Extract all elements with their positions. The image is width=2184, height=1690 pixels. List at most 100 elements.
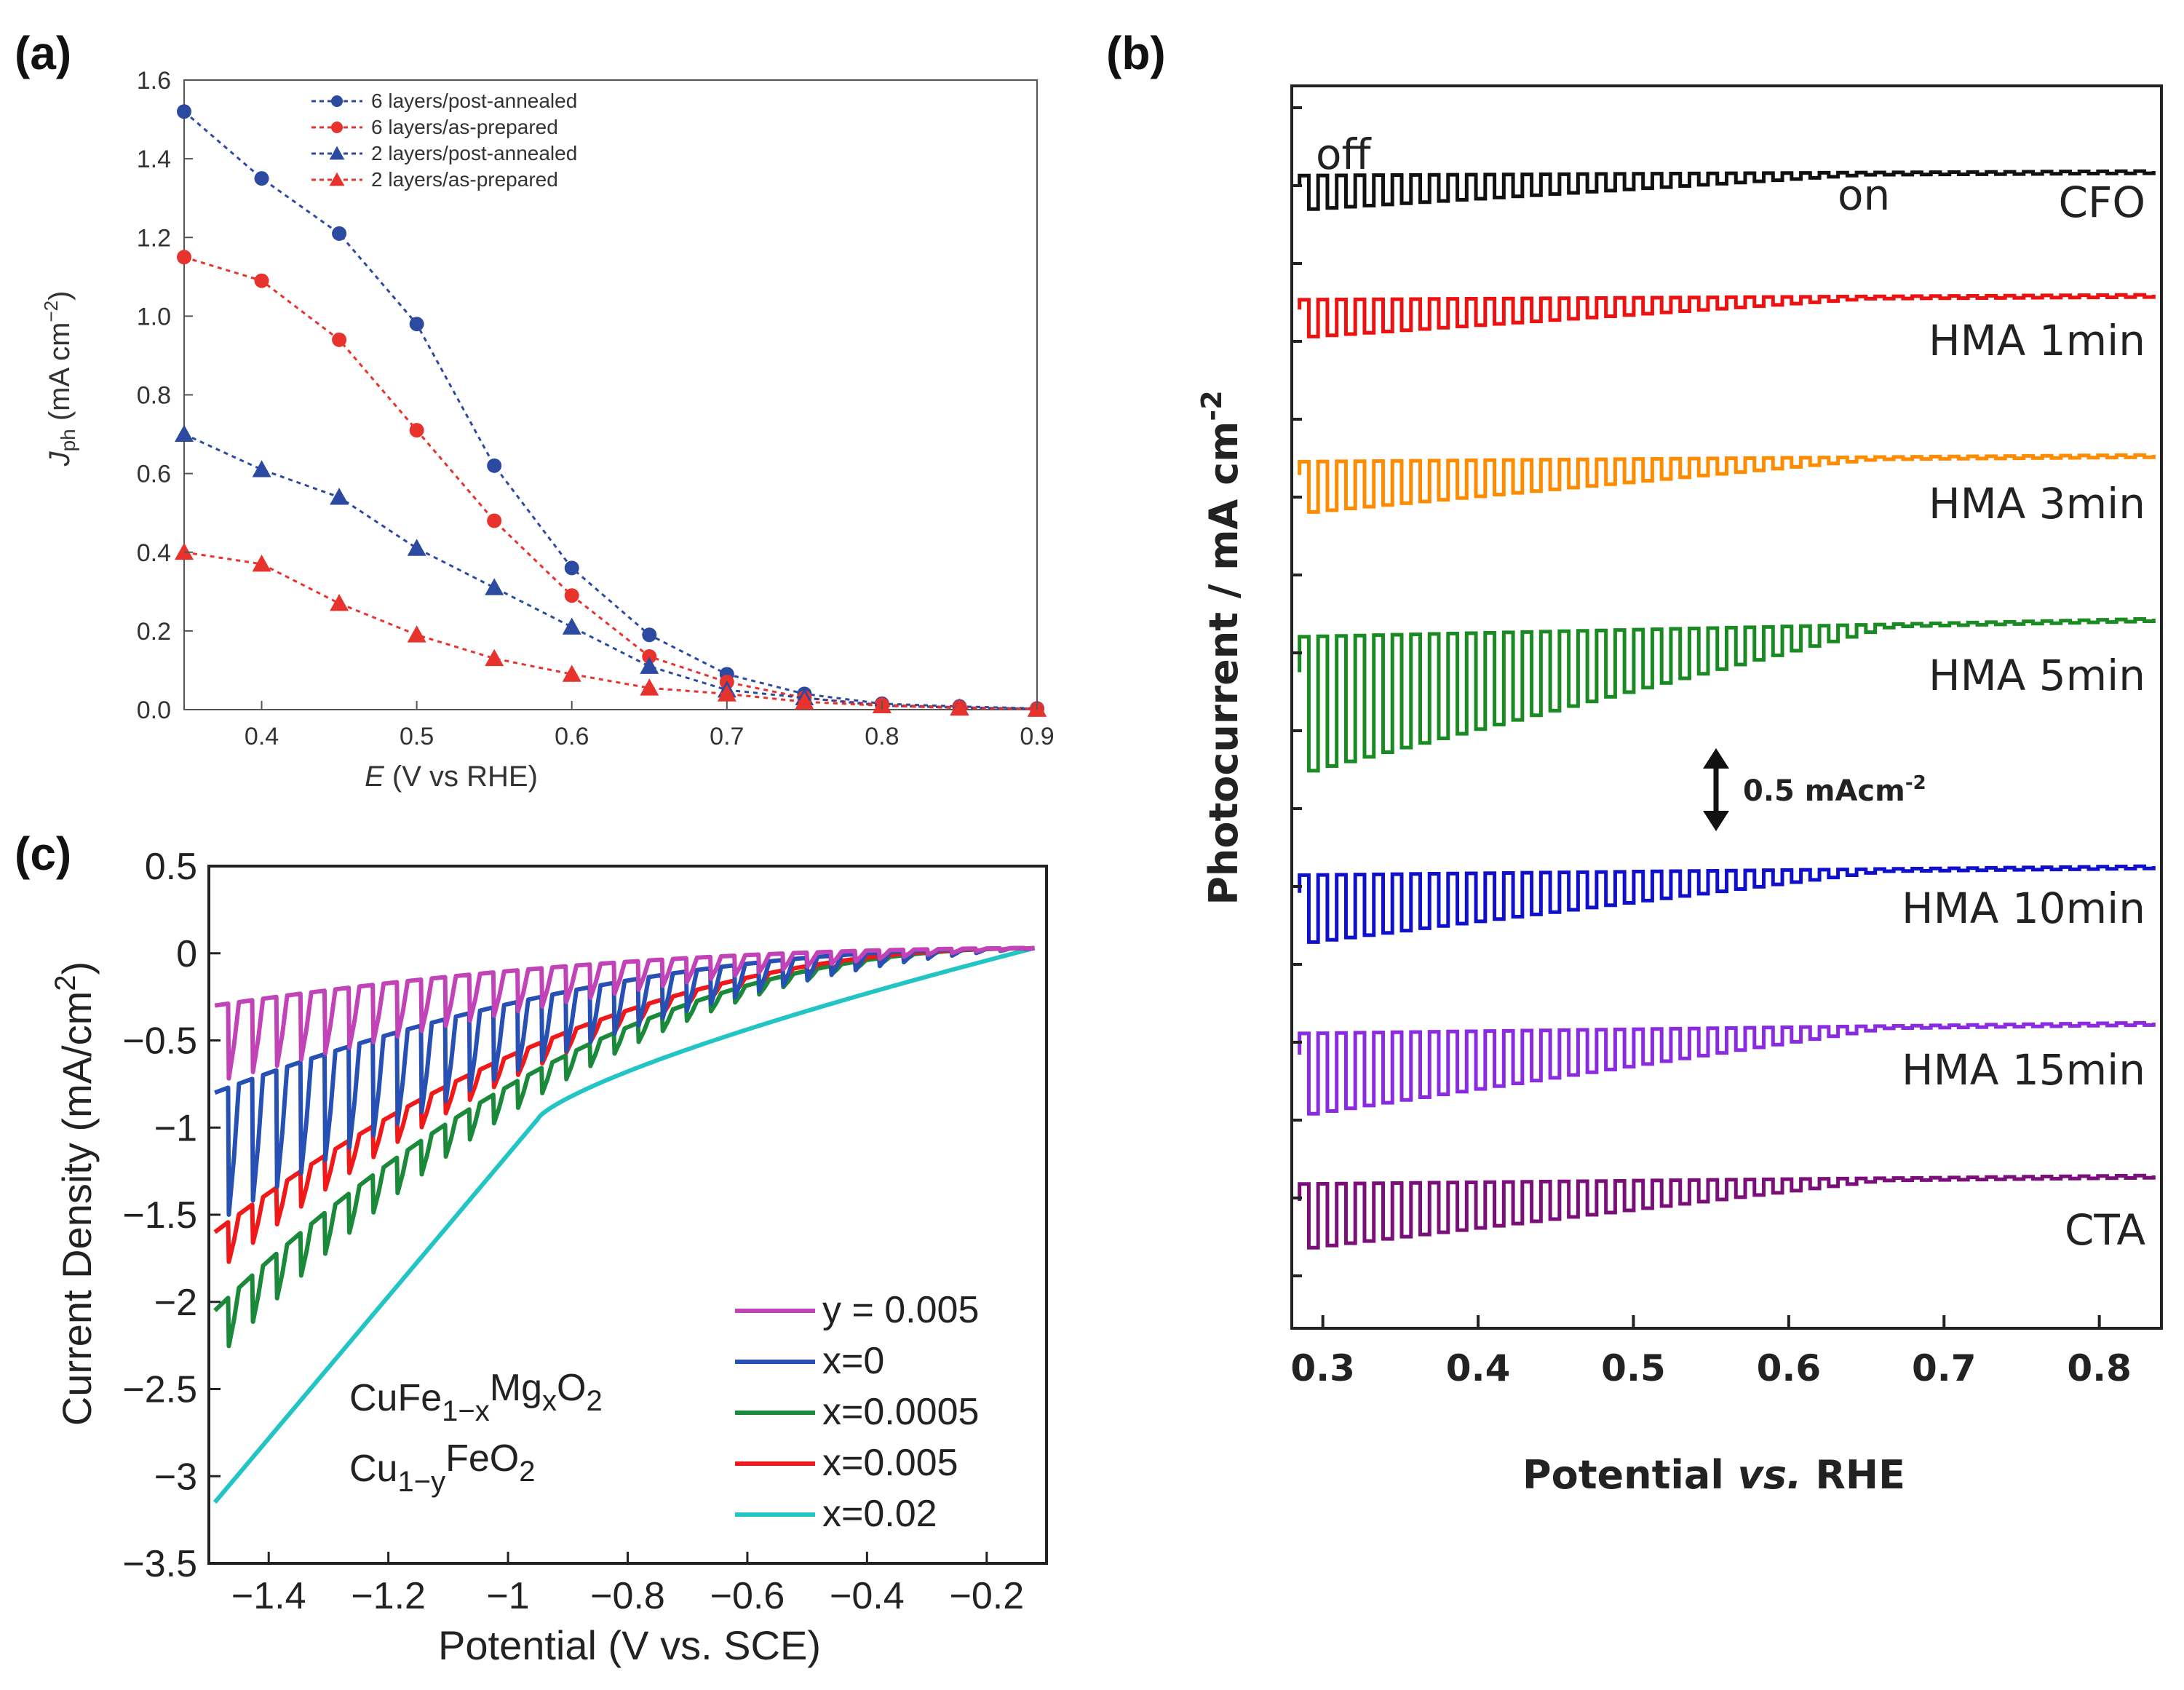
panel-a-plot-frame <box>183 79 1038 710</box>
panel-a-data-point <box>487 458 502 473</box>
panel-a-data-point <box>564 560 579 576</box>
panel-c-legend-label: x=0.005 <box>822 1442 958 1484</box>
scale-bar-arrowhead-up-icon <box>1703 748 1729 769</box>
panel-b-chopped-trace <box>1298 453 2156 514</box>
panel-c-legend: y = 0.005 x=0 x=0.0005 x=0.005 x=0.02 <box>735 1289 979 1535</box>
panel-c-y-tick-label: −1 <box>154 1107 197 1149</box>
panel-a-data-point <box>175 424 194 442</box>
panel-b-series-0: CFO <box>1298 169 2156 227</box>
panel-a-data-point <box>487 513 502 528</box>
panel-a-data-point <box>409 317 424 332</box>
panel-a-data-point <box>640 656 659 674</box>
panel-c-y-tick-label: −2.5 <box>122 1369 197 1411</box>
panel-b-chopped-trace <box>1298 169 2156 211</box>
panel-c-legend-label: x=0.0005 <box>822 1391 979 1433</box>
panel-a-data-point <box>407 625 426 643</box>
panel-a-data-point <box>485 648 504 667</box>
scale-bar-arrowhead-down-icon <box>1703 811 1729 831</box>
panel-a-series-3 <box>175 542 1047 717</box>
panel-b-series-label: HMA 3min <box>1929 479 2145 528</box>
panel-c: −1.4 −1.2 −1 −0.8 −0.6 −0.4 −0.2 0.5 0 −0.5 −1 −1.… <box>49 846 1048 1668</box>
panel-a-data-point <box>409 423 424 438</box>
panel-c-x-tick-label: −0.8 <box>590 1575 665 1617</box>
panel-a-x-tick-label: 0.4 <box>245 723 279 750</box>
panel-a-data-point <box>254 171 269 186</box>
panel-c-trace <box>214 945 1035 1081</box>
panel-b-series-label: HMA 10min <box>1902 884 2145 933</box>
panel-a-series-line <box>183 255 1038 710</box>
panel-c-y-tick-label: −0.5 <box>122 1020 197 1063</box>
panel-a-data-point <box>332 332 347 347</box>
panel-a-series-line <box>183 551 1038 710</box>
panel-a-legend-label: 6 layers/as-prepared <box>371 116 558 138</box>
panel-c-series-4 <box>213 945 1036 1504</box>
panel-a-legend-marker <box>329 172 345 186</box>
panel-a-data-point <box>175 542 194 560</box>
panel-a-y-tick-label: 1.0 <box>137 303 171 330</box>
panel-b-chopped-trace <box>1298 293 2156 338</box>
panel-a-legend-marker <box>331 95 343 107</box>
panel-a-series-1 <box>177 250 1044 716</box>
panel-a-x-tick-label: 0.8 <box>865 723 899 750</box>
panel-b-label: (b) <box>1106 27 1166 79</box>
panel-b-series-4: HMA 10min <box>1298 864 2156 944</box>
panel-a-y-tick-label: 0.4 <box>137 539 171 567</box>
panel-c-label: (c) <box>15 828 71 880</box>
panel-a-y-axis-label: Jph (mA cm−2) <box>40 291 79 467</box>
panel-a-y-tick-label: 0.2 <box>137 618 171 646</box>
panel-a-data-point <box>717 684 736 702</box>
panel-a-data-point <box>485 578 504 595</box>
panel-a-series-0 <box>177 104 1044 716</box>
panel-a-data-point <box>330 488 349 505</box>
panel-a-data-point <box>564 588 579 603</box>
panel-a-data-point <box>950 698 969 716</box>
panel-a-legend-label: 6 layers/post-annealed <box>371 90 577 112</box>
panel-c-x-tick-label: −0.4 <box>830 1575 905 1617</box>
panel-a-data-point <box>252 554 271 572</box>
panel-c-x-tick-label: −0.6 <box>710 1575 785 1617</box>
panel-c-x-tick-label: −0.2 <box>949 1575 1024 1617</box>
panel-c-series-3 <box>213 945 1035 1264</box>
panel-b-x-tick-label: 0.6 <box>1757 1347 1822 1389</box>
panel-a-x-axis-label: E (V vs RHE) <box>365 761 538 793</box>
panel-c-legend-label: y = 0.005 <box>822 1289 979 1331</box>
panel-b-series-label: CFO <box>2058 178 2145 227</box>
panel-a-label: (a) <box>15 27 71 79</box>
panel-c-y-tick-label: −2 <box>154 1282 197 1324</box>
panel-a-x-tick-label: 0.7 <box>710 723 744 750</box>
panel-a-x-tick-label: 0.6 <box>555 723 589 750</box>
panel-a: 0.4 0.5 0.6 0.7 0.8 0.9 0.0 0.2 0.4 0.6 0.8 1.0 1.2… <box>40 67 1055 793</box>
panel-a-data-point <box>407 539 426 556</box>
panel-a-legend: 6 layers/post-annealed 6 layers/as-prepar… <box>311 90 577 191</box>
panel-b: CFO HMA 1min HMA 3min HMA 5min HMA 10min HMA … <box>1196 84 2163 1498</box>
panel-a-data-point <box>640 678 659 696</box>
panel-a-data-point <box>332 226 347 241</box>
panel-a-data-point <box>254 273 269 288</box>
panel-a-series-2 <box>175 424 1047 717</box>
panel-a-series-line <box>183 433 1038 710</box>
panel-b-series-label: HMA 5min <box>1929 651 2145 700</box>
panel-c-x-axis-label: Potential (V vs. SCE) <box>438 1622 821 1668</box>
panel-c-y-tick-label: −1.5 <box>122 1194 197 1237</box>
panel-c-trace <box>213 945 1035 1264</box>
panel-b-on-annotation: on <box>1838 170 1890 220</box>
panel-b-series-5: HMA 15min <box>1298 1020 2156 1116</box>
panel-a-y-tick-label: 0.0 <box>137 697 171 724</box>
panel-c-formula-1: CuFe1−xMgxO2 <box>349 1367 603 1427</box>
panel-a-series-line <box>183 111 1038 710</box>
panel-a-data-point <box>252 460 271 477</box>
panel-b-off-annotation: off <box>1316 130 1372 179</box>
panel-b-series-1: HMA 1min <box>1298 293 2156 365</box>
panel-b-x-tick-label: 0.5 <box>1601 1347 1666 1389</box>
panel-b-x-tick-label: 0.7 <box>1912 1347 1977 1389</box>
panel-b-series-3: HMA 5min <box>1298 617 2156 773</box>
panel-b-series-label: HMA 1min <box>1929 316 2145 365</box>
panel-b-chopped-trace <box>1298 1020 2156 1116</box>
panel-b-x-axis-label: Potential vs. RHE <box>1522 1452 1905 1498</box>
panel-b-x-tick-label: 0.4 <box>1446 1347 1511 1389</box>
panel-b-chopped-trace <box>1298 617 2156 773</box>
panel-a-y-tick-label: 1.6 <box>137 67 171 95</box>
panel-c-legend-label: x=0.02 <box>822 1493 937 1535</box>
panel-a-legend-label: 2 layers/as-prepared <box>371 168 558 191</box>
panel-a-legend-marker <box>329 146 345 160</box>
